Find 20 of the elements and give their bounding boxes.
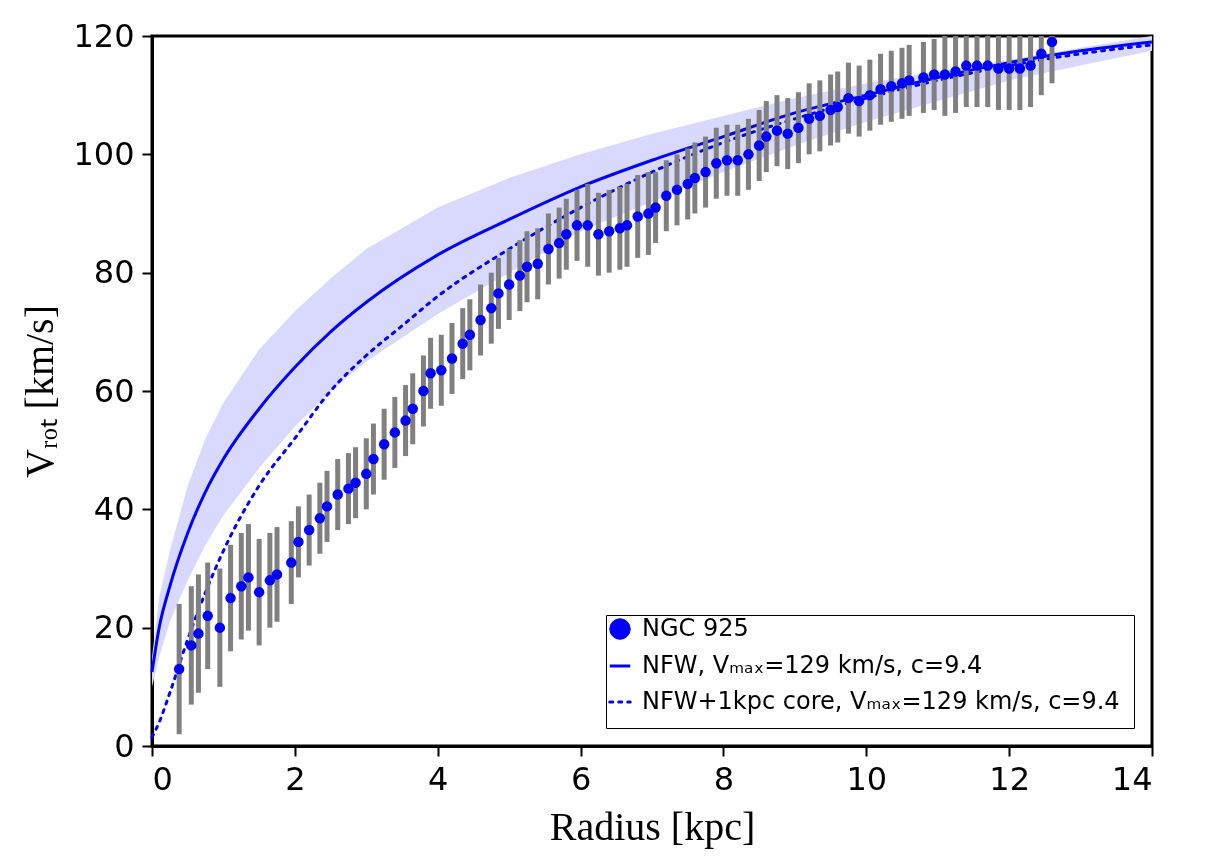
x-tick-label: 2: [285, 759, 306, 798]
x-tick-label: 12: [989, 759, 1030, 798]
legend-label: NFW, Vₘₐₓ=129 km/s, c=9.4: [642, 651, 983, 679]
legend-label: NFW+1kpc core, Vₘₐₓ=129 km/s, c=9.4: [642, 687, 1120, 715]
x-tick-label: 10: [846, 759, 888, 798]
x-tick-label: 14: [1111, 759, 1153, 798]
x-axis-title: Radius [kpc]: [549, 803, 756, 849]
y-tick-label: 80: [93, 253, 135, 292]
x-tick-label: 0: [152, 759, 173, 798]
y-tick-label: 40: [93, 489, 135, 528]
y-tick-label: 60: [93, 371, 135, 410]
y-tick-label: 100: [73, 134, 135, 173]
y-tick-label: 20: [93, 608, 135, 647]
x-tick-label: 4: [428, 759, 449, 798]
x-tick-label: 6: [570, 759, 592, 798]
y-tick-label: 0: [114, 726, 135, 765]
x-tick-label: 8: [713, 759, 735, 798]
legend-label: NGC 925: [642, 614, 749, 642]
y-tick-label: 120: [73, 16, 135, 55]
y-axis-title: Vᵣₒₜ [km/s]: [17, 304, 63, 479]
